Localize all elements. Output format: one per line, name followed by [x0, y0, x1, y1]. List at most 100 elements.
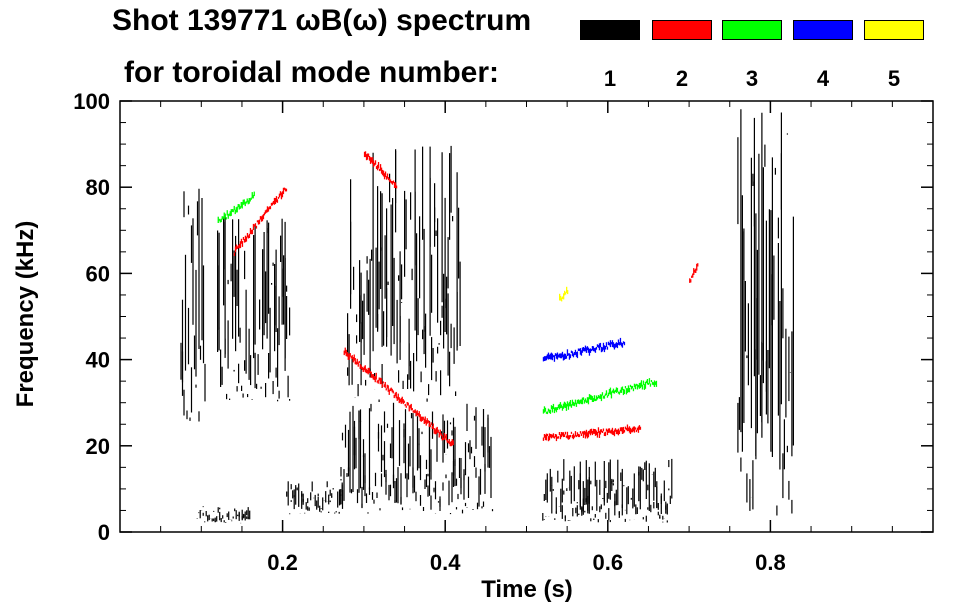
mode-3-ridge-point — [631, 385, 634, 389]
mode-2-ridge-point — [581, 431, 584, 434]
mode-2-ridge-point — [367, 367, 369, 375]
mode-2-ridge-point — [608, 428, 611, 433]
mode-3-ridge-point — [650, 380, 653, 382]
mode-3-ridge-point — [550, 405, 553, 410]
mode-3-ridge-point — [601, 392, 604, 396]
mode-2-ridge-point — [256, 220, 259, 223]
mode-3-ridge-point — [218, 218, 220, 221]
mode-3-ridge-point — [607, 392, 610, 397]
legend-swatch-3 — [722, 20, 782, 40]
mode-2-ridge-point — [624, 426, 627, 430]
mode-3-ridge-point — [608, 389, 611, 395]
mode-2-ridge-point — [392, 180, 395, 184]
mode-2-ridge-point — [447, 440, 449, 444]
mode-2-ridge-point — [276, 199, 279, 203]
mode-2-ridge-point — [420, 416, 422, 422]
mode-4-ridge-point — [591, 346, 594, 351]
mode-3-ridge-point — [591, 396, 594, 402]
mode-3-ridge-point — [598, 395, 601, 399]
mode-2-ridge-point — [391, 388, 393, 393]
mode-2-ridge-point — [630, 429, 633, 433]
mode-3-ridge-point — [246, 198, 248, 203]
mode-2-ridge-point — [433, 428, 435, 434]
mode-2-ridge-point — [444, 435, 446, 439]
mode-2-ridge-point — [237, 245, 240, 249]
mode-2-ridge-point — [380, 378, 382, 384]
mode-3-ridge-point — [245, 201, 247, 204]
mode-4-ridge-point — [602, 342, 605, 350]
mode-2-ridge-point — [593, 429, 596, 434]
mode-2-ridge-point — [245, 236, 248, 242]
legend-label-5: 5 — [887, 66, 901, 91]
mode-2-ridge-point — [365, 154, 368, 161]
mode-2-ridge-point — [615, 429, 618, 435]
mode-5-ridge-point — [559, 293, 561, 301]
mode-2-ridge-point — [407, 402, 409, 406]
mode-3-ridge-point — [250, 197, 252, 200]
mode-2-ridge-point — [251, 229, 254, 235]
mode-2-ridge-point — [393, 394, 395, 399]
series-2-ridge-5 — [689, 263, 699, 283]
mode-2-ridge-point — [265, 209, 268, 213]
mode-4-ridge-point — [595, 347, 598, 350]
mode-2-ridge-point — [377, 162, 380, 169]
mode-3-ridge-point — [558, 403, 561, 410]
mode-2-ridge-point — [574, 431, 577, 437]
mode-2-ridge-point — [570, 431, 573, 434]
mode-4-ridge-point — [556, 352, 559, 360]
mode-2-ridge-point — [249, 228, 252, 235]
mode-2-ridge-point — [386, 384, 388, 389]
legend: 1 2 3 4 5 — [580, 18, 930, 98]
legend-label-3: 3 — [745, 66, 759, 91]
mode-2-ridge-point — [404, 403, 406, 407]
mode-3-ridge-point — [630, 385, 633, 390]
mode-2-ridge-point — [354, 358, 356, 365]
mode-2-ridge-point — [452, 440, 454, 446]
mode-2-ridge-point — [349, 353, 351, 357]
mode-3-ridge-point — [596, 396, 599, 400]
mode-3-ridge-point — [554, 407, 557, 411]
mode-2-ridge-point — [603, 432, 606, 436]
mode-3-ridge-point — [549, 409, 552, 414]
mode-5-ridge-point — [563, 293, 565, 300]
mode-4-ridge-point — [620, 342, 623, 347]
mode-2-ridge-point — [427, 420, 429, 423]
series-4-ridge-1 — [542, 337, 626, 362]
mode-2-ridge-point — [691, 275, 693, 278]
mode-2-ridge-point — [609, 430, 612, 434]
mode-2-ridge-point — [381, 169, 384, 176]
mode-3-ridge-point — [594, 398, 597, 402]
mode-4-ridge-point — [551, 353, 554, 361]
mode-4-ridge-point — [619, 337, 622, 345]
mode-3-ridge-point — [231, 209, 233, 212]
mode-4-ridge-point — [611, 340, 614, 347]
mode-4-ridge-point — [616, 343, 619, 349]
mode-2-ridge-point — [380, 167, 383, 174]
mode-3-ridge-point — [217, 216, 219, 223]
mode-2-ridge-point — [370, 157, 373, 163]
mode-2-ridge-point — [638, 425, 641, 430]
mode-4-ridge-point — [560, 353, 563, 359]
mode-2-ridge-point — [282, 187, 285, 195]
mode-4-ridge-point — [576, 351, 579, 359]
mode-3-ridge-point — [251, 192, 253, 199]
mode-2-ridge-point — [279, 191, 282, 196]
mode-3-ridge-point — [589, 394, 592, 400]
mode-3-ridge-point — [546, 411, 549, 415]
mode-2-ridge-point — [423, 418, 425, 424]
mode-3-ridge-point — [543, 406, 546, 413]
mode-3-ridge-point — [548, 409, 551, 413]
mode-2-ridge-point — [375, 372, 377, 380]
mode-2-ridge-point — [382, 170, 385, 177]
mode-4-ridge-point — [548, 354, 551, 359]
mode-2-ridge-point — [386, 173, 389, 179]
series-3 — [217, 191, 658, 415]
mode-4-ridge-point — [590, 349, 593, 352]
mode-2-ridge-point — [368, 156, 371, 161]
mode-3-ridge-point — [225, 217, 227, 220]
mode-2-ridge-point — [388, 178, 391, 182]
mode-2-ridge-point — [578, 434, 581, 438]
mode-4-ridge-point — [580, 350, 583, 356]
mode-5-ridge-point — [560, 295, 562, 301]
mode-2-ridge-point — [611, 427, 614, 435]
